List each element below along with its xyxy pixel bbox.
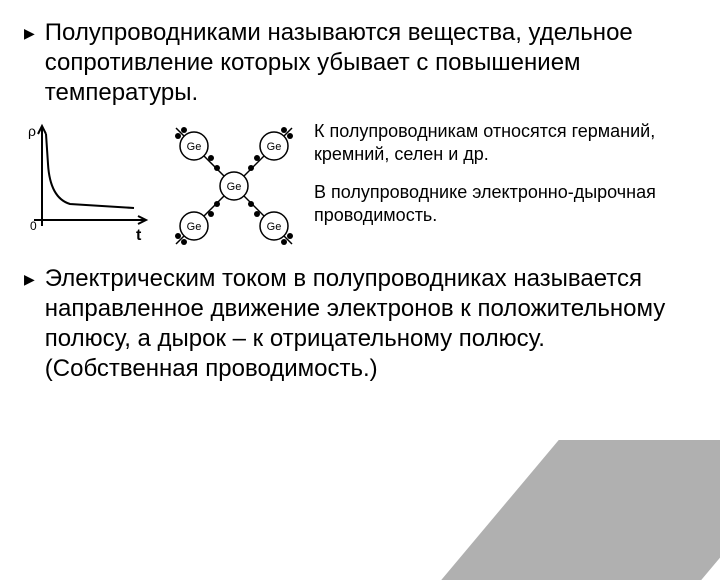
side-p2: В полупроводнике электронно-дырочная про… — [314, 181, 696, 228]
bullet-1-text: Полупроводниками называются вещества, уд… — [45, 18, 696, 108]
electron-dot — [181, 127, 187, 133]
electron-dot — [181, 239, 187, 245]
bullet-2: ▶ Электрическим током в полупроводниках … — [0, 264, 720, 384]
lattice-atom-label: Ge — [267, 141, 282, 153]
electron-dot — [214, 201, 220, 207]
electron-dot — [254, 211, 260, 217]
electron-dot — [175, 233, 181, 239]
diagrams-container: ρ 0 t Ge Ge Ge Ge Ge — [24, 116, 314, 256]
origin-label: 0 — [30, 219, 37, 233]
diagram-row: ρ 0 t Ge Ge Ge Ge Ge К полупроводникам относ… — [0, 108, 720, 264]
electron-dot — [214, 165, 220, 171]
electron-dot — [175, 133, 181, 139]
lattice-atom-label: Ge — [187, 141, 202, 153]
electron-dot — [254, 155, 260, 161]
lattice-atom-label: Ge — [227, 181, 242, 193]
electron-dot — [287, 233, 293, 239]
y-axis-label: ρ — [28, 123, 36, 139]
bullet-2-text: Электрическим током в полупроводниках на… — [45, 264, 696, 384]
electron-dot — [281, 239, 287, 245]
side-p1: К полупроводникам относятся германий, кр… — [314, 120, 696, 167]
electron-dot — [248, 165, 254, 171]
lattice-atom-label: Ge — [187, 221, 202, 233]
bullet-marker-icon: ▶ — [24, 264, 35, 294]
graph-curve — [46, 134, 134, 208]
x-axis-label: t — [136, 227, 142, 244]
lattice-atom-label: Ge — [267, 221, 282, 233]
electron-dot — [281, 127, 287, 133]
electron-dot — [248, 201, 254, 207]
resistivity-graph: ρ 0 t — [24, 116, 154, 256]
electron-dot — [287, 133, 293, 139]
electron-dot — [208, 155, 214, 161]
side-text: К полупроводникам относятся германий, кр… — [314, 116, 696, 242]
lattice-diagram: Ge Ge Ge Ge Ge — [154, 116, 314, 256]
electron-dot — [208, 211, 214, 217]
bullet-marker-icon: ▶ — [24, 18, 35, 48]
corner-accent — [441, 440, 720, 580]
bullet-1: ▶ Полупроводниками называются вещества, … — [0, 0, 720, 108]
